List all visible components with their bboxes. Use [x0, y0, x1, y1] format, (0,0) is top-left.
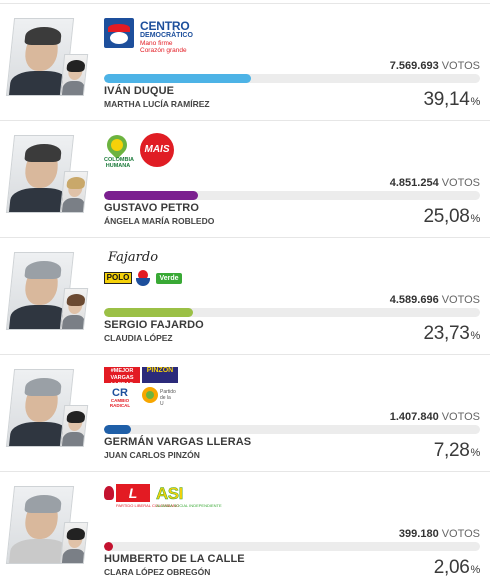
vote-percentage: 25,08%: [423, 206, 480, 227]
fajardo-signature-logo: Fajardo: [108, 250, 159, 265]
candidate-name: IVÁN DUQUE: [104, 85, 175, 97]
candidate-name: HUMBERTO DE LA CALLE: [104, 553, 245, 565]
vote-share-fill: [104, 74, 252, 83]
candidate-photos: [5, 18, 89, 96]
vote-percentage: 23,73%: [423, 323, 480, 344]
vote-share-bar: [104, 191, 480, 200]
candidate-photos: [5, 486, 89, 564]
mais-logo: MAIS: [140, 133, 174, 167]
candidate-photos: [5, 135, 89, 213]
candidate-name: SERGIO FAJARDO: [104, 319, 204, 331]
running-mate-name: JUAN CARLOS PINZÓN: [104, 450, 200, 460]
candidate-row[interactable]: #MEJOR VARGAS LLERAS PINZON CR CAMBIO RADI…: [0, 354, 490, 471]
running-mate-name: ÁNGELA MARÍA ROBLEDO: [104, 216, 215, 226]
vote-share-fill: [104, 542, 114, 551]
mejor-vargas-lleras-logo: #MEJOR VARGAS LLERAS: [104, 367, 140, 388]
running-mate-photo: [59, 288, 89, 330]
partido-verde-logo: Verde: [156, 273, 182, 284]
asi-logo: ASI ALIANZA SOCIAL INDEPENDIENTE: [156, 484, 222, 508]
vote-share-bar: [104, 74, 480, 83]
candidate-row[interactable]: Fajardo POLO Verde 4.589.696 VOTOS SERGIO…: [0, 237, 490, 354]
compromiso-ciudadano-logo: [136, 270, 150, 286]
vote-share-bar: [104, 542, 480, 551]
vote-count: 399.180 VOTOS: [398, 528, 480, 540]
vote-count: 4.589.696 VOTOS: [389, 294, 480, 306]
colombia-humana-logo: COLOMBIA HUMANA: [102, 130, 134, 173]
running-mate-photo: [59, 405, 89, 447]
vote-percentage: 39,14%: [423, 89, 480, 110]
candidate-name: GERMÁN VARGAS LLERAS: [104, 436, 252, 448]
running-mate-name: MARTHA LUCÍA RAMÍREZ: [104, 99, 210, 109]
running-mate-photo: [59, 54, 89, 96]
vote-share-fill: [104, 425, 132, 434]
running-mate-name: CLAUDIA LÓPEZ: [104, 333, 173, 343]
vote-share-fill: [104, 308, 194, 317]
vote-count: 7.569.693 VOTOS: [389, 60, 480, 72]
vote-share-bar: [104, 308, 480, 317]
vote-percentage: 2,06%: [433, 557, 481, 578]
cambio-radical-logo: CR CAMBIO RADICAL: [109, 387, 131, 408]
partido-liberal-logo: L PARTIDO LIBERAL COLOMBIANO: [104, 484, 179, 508]
vote-count: 4.851.254 VOTOS: [389, 177, 480, 189]
polo-logo: POLO: [104, 272, 132, 284]
candidate-row[interactable]: CENTRO DEMOCRÁTICO Mano firme Corazón gra…: [0, 3, 490, 120]
running-mate-photo: [59, 522, 89, 564]
running-mate-name: CLARA LÓPEZ OBREGÓN: [104, 567, 211, 577]
vote-share-bar: [104, 425, 480, 434]
centro-democratico-logo: CENTRO DEMOCRÁTICO Mano firme Corazón gra…: [104, 18, 196, 54]
running-mate-photo: [59, 171, 89, 213]
candidate-photos: [5, 369, 89, 447]
rose-icon: [104, 486, 114, 500]
vote-count: 1.407.840 VOTOS: [389, 411, 480, 423]
vote-percentage: 7,28%: [433, 440, 481, 461]
candidate-name: GUSTAVO PETRO: [104, 202, 200, 214]
candidate-photos: [5, 252, 89, 330]
pinzon-logo: PINZON: [142, 367, 178, 383]
candidate-row[interactable]: COLOMBIA HUMANA MAIS 4.851.254 VOTOS GUSTA…: [0, 120, 490, 237]
partido-de-la-u-logo: Partido de la U: [142, 387, 182, 407]
vote-share-fill: [104, 191, 199, 200]
candidate-row[interactable]: L PARTIDO LIBERAL COLOMBIANO ASI ALIANZA…: [0, 471, 490, 581]
